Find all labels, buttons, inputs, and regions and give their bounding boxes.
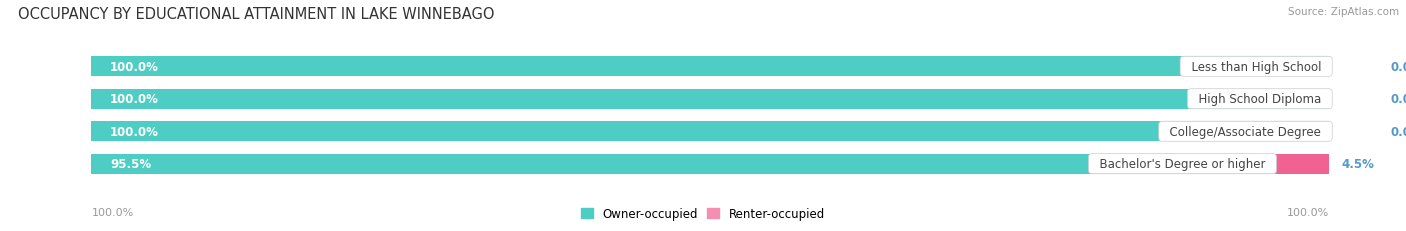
Bar [91,89,1329,109]
Text: Less than High School: Less than High School [1184,61,1329,73]
Bar [91,57,1329,77]
Text: College/Associate Degree: College/Associate Degree [1163,125,1329,138]
Text: 0.0%: 0.0% [1391,125,1406,138]
Bar [91,122,1329,142]
Legend: Owner-occupied, Renter-occupied: Owner-occupied, Renter-occupied [576,203,830,225]
Text: 100.0%: 100.0% [91,207,134,217]
Bar [91,57,1329,77]
Bar [1329,122,1378,142]
Bar [1329,89,1378,109]
Bar [1329,57,1378,77]
Bar [91,122,1329,142]
Text: 100.0%: 100.0% [110,125,159,138]
Text: Bachelor's Degree or higher: Bachelor's Degree or higher [1092,158,1272,170]
Text: 0.0%: 0.0% [1391,61,1406,73]
Text: 100.0%: 100.0% [110,61,159,73]
Text: 4.5%: 4.5% [1341,158,1374,170]
Text: OCCUPANCY BY EDUCATIONAL ATTAINMENT IN LAKE WINNEBAGO: OCCUPANCY BY EDUCATIONAL ATTAINMENT IN L… [18,7,495,22]
Text: Source: ZipAtlas.com: Source: ZipAtlas.com [1288,7,1399,17]
Bar [1272,154,1329,174]
Text: 0.0%: 0.0% [1391,93,1406,106]
Text: 100.0%: 100.0% [110,93,159,106]
Bar [91,89,1329,109]
Text: 100.0%: 100.0% [1286,207,1329,217]
Text: High School Diploma: High School Diploma [1191,93,1329,106]
Bar [91,154,1272,174]
Text: 95.5%: 95.5% [110,158,150,170]
Bar [91,154,1329,174]
